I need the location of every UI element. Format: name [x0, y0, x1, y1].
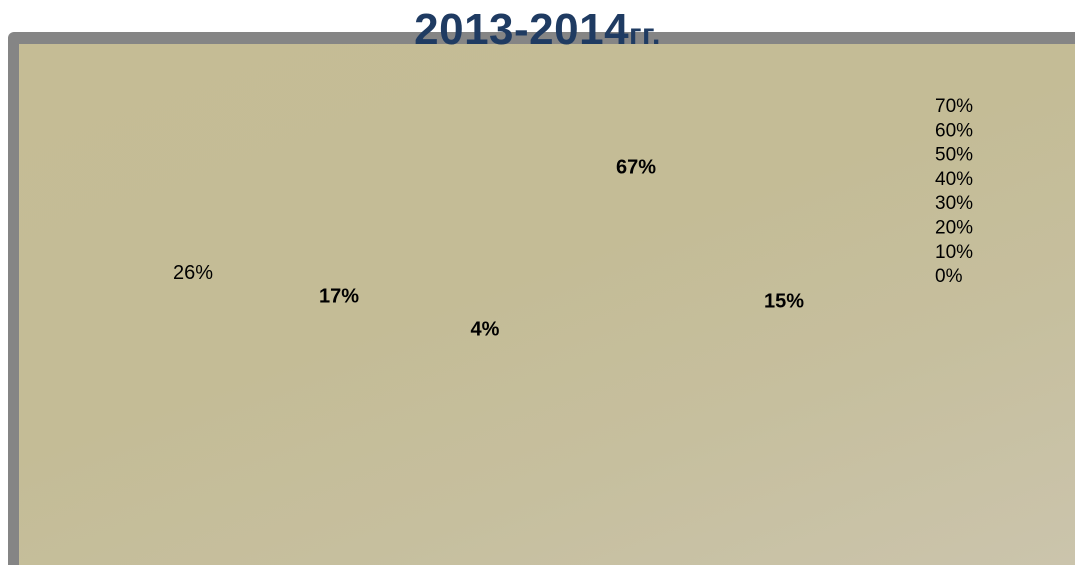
y-tick-label: 30%	[935, 193, 973, 214]
y-tick-label: 20%	[935, 218, 973, 239]
data-label: 4%	[471, 319, 500, 341]
y-tick-label: 60%	[935, 120, 973, 141]
data-label: 67%	[616, 157, 656, 179]
y-tick-label: 40%	[935, 169, 973, 190]
data-label: 15%	[764, 290, 804, 312]
data-label: 17%	[319, 285, 359, 307]
chart-title: 2013-2014гг.	[0, 4, 1075, 61]
chart-plot-area	[19, 44, 1075, 565]
chart-title-years: 2013-2014	[414, 5, 630, 54]
chart-title-suffix: гг.	[629, 18, 661, 51]
y-tick-label: 0%	[935, 266, 963, 287]
data-label: 26%	[173, 262, 213, 284]
y-tick-label: 50%	[935, 145, 973, 166]
y-tick-label: 70%	[935, 96, 973, 117]
y-tick-label: 10%	[935, 242, 973, 263]
